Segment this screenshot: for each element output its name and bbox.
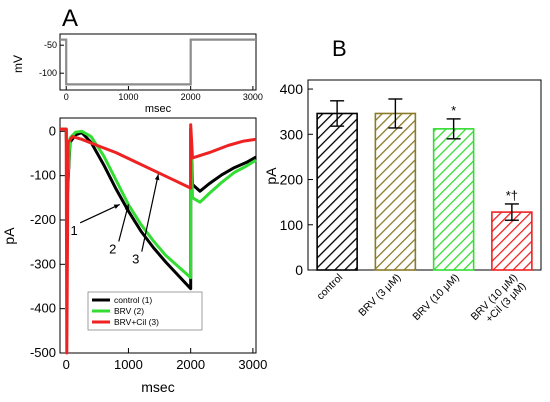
bar-y-tick-label-2: 200 [280, 172, 304, 188]
current-traces-x-label: msec [141, 379, 174, 395]
bar-0 [316, 112, 358, 271]
current-traces-chart: 0 1000 2000 3000 0 -100 -200 -300 -400 -500 1 2 3 m… [1, 117, 267, 395]
traces-x-tick-label-0: 0 [63, 357, 70, 372]
traces-x-tick-label-3: 3000 [238, 357, 267, 372]
traces-y-tick-label-2: -200 [30, 212, 56, 227]
category-label-line-0-0: control [314, 272, 345, 303]
category-label-line-2-0: BRV (10 μM) [410, 272, 461, 323]
traces-y-tick-label-4: -400 [30, 301, 56, 316]
bar-3 [491, 211, 533, 271]
voltage-protocol-trace [60, 38, 256, 86]
traces-x-tick-label-2: 2000 [176, 357, 205, 372]
traces-y-tick-label-5: -500 [30, 345, 56, 360]
category-label-3: BRV (10 μM)+Cil (3 μM) [469, 272, 529, 332]
annotation-arrowhead-1 [113, 204, 120, 209]
category-label-2: BRV (10 μM) [410, 272, 461, 323]
current-traces-y-label: pA [1, 227, 17, 245]
category-label-line-1-0: BRV (3 μM) [356, 272, 403, 319]
legend-label-2: BRV (2) [114, 306, 144, 316]
protocol-y-tick-label-1: -100 [39, 68, 57, 78]
bar-y-tick-label-1: 100 [280, 217, 304, 233]
voltage-protocol-ticks: 0 1000 2000 3000 -50 -100 [39, 40, 263, 102]
annotation-arrow-3 [141, 174, 159, 252]
panel-b-label: B [332, 36, 347, 61]
trace-3 [60, 123, 257, 355]
current-traces-annotations: 1 2 3 [71, 174, 160, 267]
protocol-x-tick-label-1: 1000 [118, 92, 138, 102]
category-label-0: control [314, 272, 345, 303]
bar-y-tick-label-3: 300 [280, 126, 304, 142]
bar-chart-y-label: pA [263, 167, 279, 185]
current-traces-frame [59, 117, 257, 354]
panel-a-label: A [62, 5, 78, 32]
legend-label-3: BRV+Cil (3) [114, 317, 159, 327]
category-label-1: BRV (3 μM) [356, 272, 403, 319]
annotation-arrowhead-2 [124, 204, 130, 211]
protocol-x-tick-label-2: 2000 [181, 92, 201, 102]
protocol-x-tick-label-3: 3000 [243, 92, 263, 102]
significance-mark-3: *† [506, 188, 518, 203]
bar-y-tick-label-0: 0 [295, 262, 303, 278]
annotation-arrow-1 [79, 203, 120, 224]
bar-2 [432, 128, 475, 271]
bar-chart-ticks: 0 100 200 300 400 [280, 81, 313, 278]
bar-chart-bars: control BRV (3 μM) * BRV (10 μM) *† BRV (10 μ… [314, 98, 533, 332]
annotation-label-3: 3 [132, 252, 139, 267]
traces-x-tick-label-1: 1000 [114, 357, 143, 372]
annotation-arrowhead-3 [154, 174, 160, 181]
traces-y-tick-label-3: -300 [30, 256, 56, 271]
traces-y-tick-label-0: 0 [49, 123, 56, 138]
significance-mark-2: * [451, 103, 456, 118]
amplitude-bar-chart: 0 100 200 300 400 control BRV (3 μM) * BRV (10 … [263, 79, 542, 332]
bar-y-tick-label-4: 400 [280, 81, 304, 97]
annotation-label-2: 2 [109, 241, 116, 256]
legend-label-1: control (1) [114, 295, 152, 305]
bar-chart-frame [307, 79, 542, 271]
current-traces-ticks: 0 1000 2000 3000 0 -100 -200 -300 -400 -500 [30, 123, 267, 372]
protocol-trace-0 [60, 38, 256, 86]
annotation-arrow-2 [118, 204, 130, 242]
current-traces-legend: control (1)BRV (2)BRV+Cil (3) [87, 291, 203, 331]
protocol-x-tick-label-0: 0 [64, 92, 69, 102]
trace-2 [60, 127, 257, 280]
voltage-protocol-chart: 0 1000 2000 3000 -50 -100 msec mV [11, 33, 263, 115]
voltage-protocol-frame [59, 33, 257, 91]
traces-y-tick-label-1: -100 [30, 168, 56, 183]
trace-1 [60, 127, 257, 291]
voltage-protocol-x-label: msec [145, 103, 172, 115]
annotation-label-1: 1 [71, 223, 78, 238]
voltage-protocol-y-label: mV [11, 55, 25, 73]
current-traces-series [60, 123, 257, 355]
bar-1 [374, 112, 417, 271]
protocol-y-tick-label-0: -50 [44, 40, 57, 50]
